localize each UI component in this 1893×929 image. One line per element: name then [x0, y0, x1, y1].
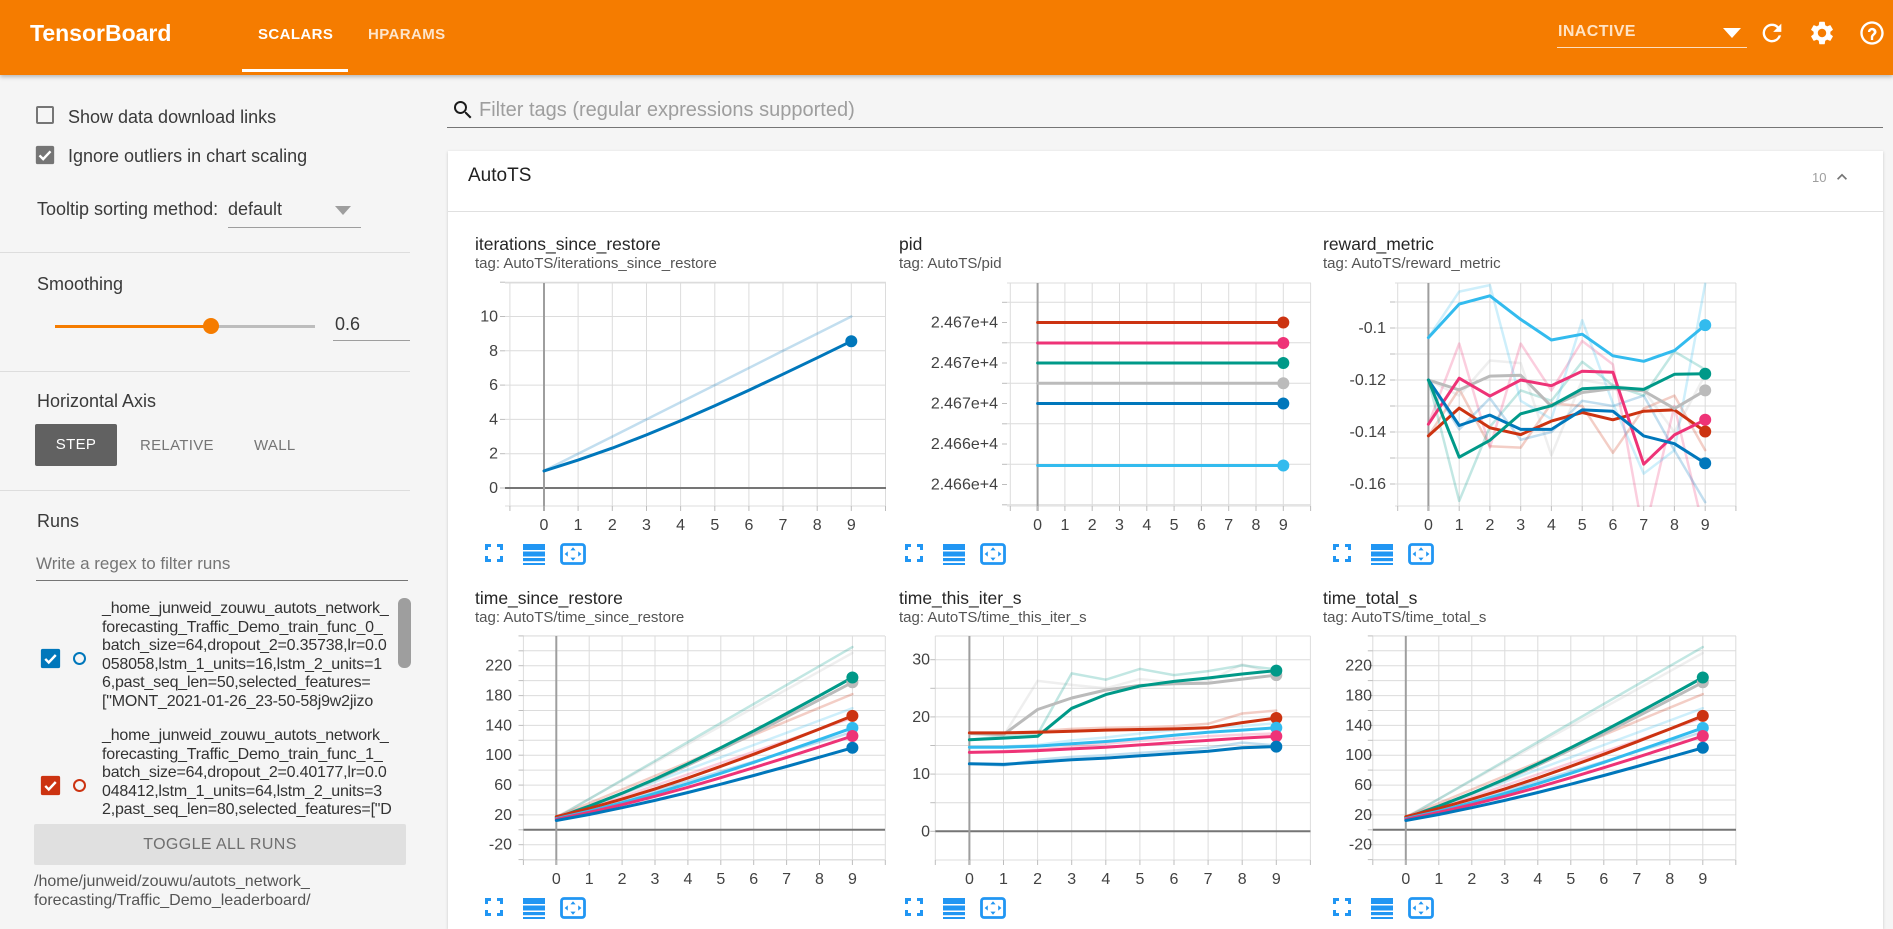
svg-text:5: 5	[716, 871, 725, 888]
svg-text:220: 220	[485, 658, 512, 675]
svg-text:7: 7	[1224, 517, 1233, 534]
svg-text:10: 10	[912, 766, 930, 783]
svg-text:9: 9	[848, 871, 857, 888]
svg-text:2: 2	[1467, 871, 1476, 888]
svg-text:0: 0	[1424, 517, 1433, 534]
svg-text:-0.12: -0.12	[1350, 372, 1387, 389]
svg-text:3: 3	[642, 517, 651, 534]
svg-text:1: 1	[574, 517, 583, 534]
svg-text:2: 2	[608, 517, 617, 534]
svg-text:2: 2	[1033, 871, 1042, 888]
svg-text:2: 2	[618, 871, 627, 888]
svg-text:4: 4	[676, 517, 685, 534]
svg-text:-0.14: -0.14	[1350, 424, 1387, 441]
svg-text:5: 5	[1135, 871, 1144, 888]
svg-text:2: 2	[489, 446, 498, 463]
svg-text:140: 140	[1345, 717, 1372, 734]
svg-text:-20: -20	[489, 837, 512, 854]
svg-text:3: 3	[1516, 517, 1525, 534]
svg-text:8: 8	[813, 517, 822, 534]
svg-text:1: 1	[1434, 871, 1443, 888]
svg-text:60: 60	[494, 777, 512, 794]
svg-text:220: 220	[1345, 658, 1372, 675]
svg-text:0: 0	[1033, 517, 1042, 534]
svg-text:0: 0	[552, 871, 561, 888]
svg-text:2.467e+4: 2.467e+4	[931, 355, 998, 372]
svg-text:4: 4	[1142, 517, 1151, 534]
svg-text:0: 0	[965, 871, 974, 888]
svg-text:4: 4	[1101, 871, 1110, 888]
svg-text:5: 5	[1578, 517, 1587, 534]
svg-text:6: 6	[1599, 871, 1608, 888]
svg-text:6: 6	[744, 517, 753, 534]
svg-text:1: 1	[585, 871, 594, 888]
svg-text:180: 180	[485, 688, 512, 705]
svg-text:2.466e+4: 2.466e+4	[931, 477, 998, 494]
svg-text:9: 9	[847, 517, 856, 534]
svg-text:20: 20	[494, 807, 512, 824]
svg-text:6: 6	[1170, 871, 1179, 888]
svg-text:6: 6	[1608, 517, 1617, 534]
svg-text:7: 7	[782, 871, 791, 888]
svg-text:1: 1	[1455, 517, 1464, 534]
svg-text:6: 6	[489, 377, 498, 394]
svg-text:9: 9	[1698, 871, 1707, 888]
svg-text:9: 9	[1701, 517, 1710, 534]
svg-text:0: 0	[489, 480, 498, 497]
svg-text:4: 4	[683, 871, 692, 888]
svg-text:1: 1	[1060, 517, 1069, 534]
svg-text:100: 100	[485, 747, 512, 764]
svg-text:7: 7	[1204, 871, 1213, 888]
svg-text:2: 2	[1088, 517, 1097, 534]
svg-text:8: 8	[1252, 517, 1261, 534]
svg-text:4: 4	[489, 411, 498, 428]
svg-text:7: 7	[1632, 871, 1641, 888]
svg-text:-0.16: -0.16	[1350, 476, 1387, 493]
svg-text:4: 4	[1533, 871, 1542, 888]
svg-text:100: 100	[1345, 747, 1372, 764]
svg-text:2.466e+4: 2.466e+4	[931, 436, 998, 453]
svg-text:8: 8	[1670, 517, 1679, 534]
svg-text:0: 0	[540, 517, 549, 534]
svg-text:60: 60	[1354, 777, 1372, 794]
svg-text:8: 8	[1665, 871, 1674, 888]
svg-text:8: 8	[815, 871, 824, 888]
svg-text:8: 8	[1238, 871, 1247, 888]
svg-text:20: 20	[1354, 807, 1372, 824]
svg-text:10: 10	[480, 309, 498, 326]
svg-text:6: 6	[749, 871, 758, 888]
svg-text:8: 8	[489, 343, 498, 360]
svg-text:1: 1	[999, 871, 1008, 888]
svg-text:7: 7	[779, 517, 788, 534]
svg-text:7: 7	[1639, 517, 1648, 534]
svg-text:5: 5	[710, 517, 719, 534]
svg-text:180: 180	[1345, 688, 1372, 705]
svg-text:3: 3	[1115, 517, 1124, 534]
svg-text:-20: -20	[1349, 837, 1372, 854]
svg-text:2.467e+4: 2.467e+4	[931, 315, 998, 332]
svg-text:9: 9	[1279, 517, 1288, 534]
svg-text:6: 6	[1197, 517, 1206, 534]
svg-text:0: 0	[1401, 871, 1410, 888]
svg-text:4: 4	[1547, 517, 1556, 534]
svg-text:2.467e+4: 2.467e+4	[931, 396, 998, 413]
svg-text:140: 140	[485, 717, 512, 734]
svg-text:9: 9	[1272, 871, 1281, 888]
svg-text:30: 30	[912, 652, 930, 669]
svg-text:-0.1: -0.1	[1358, 320, 1386, 337]
svg-text:5: 5	[1170, 517, 1179, 534]
svg-text:0: 0	[921, 823, 930, 840]
svg-text:5: 5	[1566, 871, 1575, 888]
svg-text:3: 3	[651, 871, 660, 888]
svg-text:20: 20	[912, 709, 930, 726]
svg-text:3: 3	[1067, 871, 1076, 888]
svg-text:3: 3	[1500, 871, 1509, 888]
svg-text:2: 2	[1485, 517, 1494, 534]
